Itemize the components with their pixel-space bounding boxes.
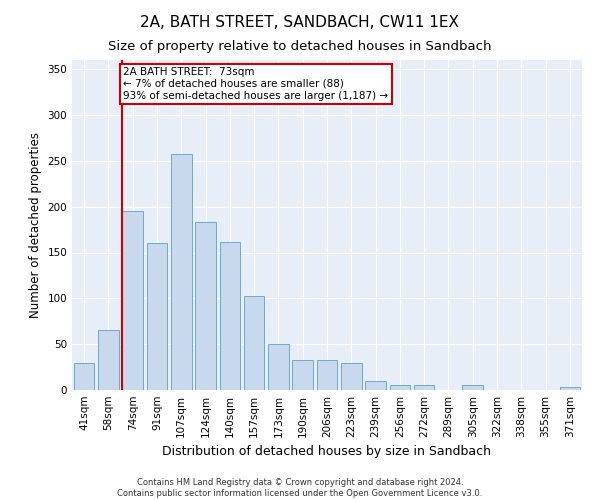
Text: Size of property relative to detached houses in Sandbach: Size of property relative to detached ho… <box>108 40 492 53</box>
Bar <box>98 330 119 390</box>
Text: 2A BATH STREET:  73sqm
← 7% of detached houses are smaller (88)
93% of semi-deta: 2A BATH STREET: 73sqm ← 7% of detached h… <box>124 68 389 100</box>
Bar <box>171 154 191 390</box>
Bar <box>244 296 265 390</box>
Text: Contains HM Land Registry data © Crown copyright and database right 2024.
Contai: Contains HM Land Registry data © Crown c… <box>118 478 482 498</box>
Bar <box>195 222 216 390</box>
Bar <box>74 362 94 390</box>
Bar <box>292 360 313 390</box>
Bar <box>268 344 289 390</box>
Bar <box>389 386 410 390</box>
Bar <box>341 362 362 390</box>
X-axis label: Distribution of detached houses by size in Sandbach: Distribution of detached houses by size … <box>163 446 491 458</box>
Bar <box>146 244 167 390</box>
Bar <box>220 242 240 390</box>
Bar <box>414 386 434 390</box>
Bar <box>317 360 337 390</box>
Text: 2A, BATH STREET, SANDBACH, CW11 1EX: 2A, BATH STREET, SANDBACH, CW11 1EX <box>140 15 460 30</box>
Bar <box>560 387 580 390</box>
Bar <box>365 381 386 390</box>
Bar <box>122 211 143 390</box>
Y-axis label: Number of detached properties: Number of detached properties <box>29 132 42 318</box>
Bar <box>463 386 483 390</box>
